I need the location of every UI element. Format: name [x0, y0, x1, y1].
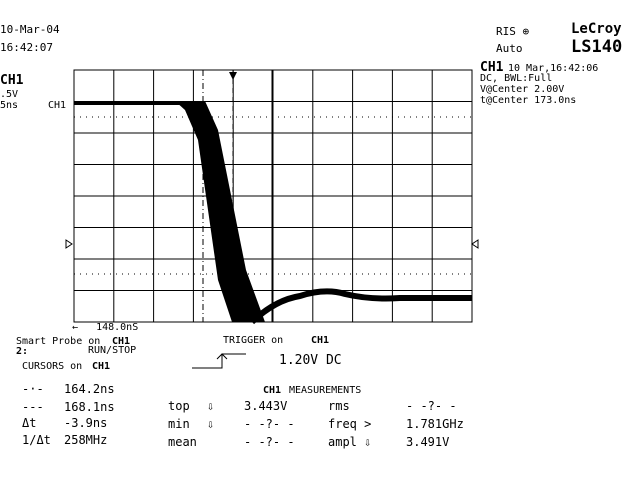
- trigger-delay: ← 148.0nS: [72, 322, 138, 333]
- cursor-value: 258MHz: [64, 433, 107, 447]
- measurement-value: 1.781GHz: [406, 417, 464, 431]
- cursors-text: CURSORS on: [22, 361, 82, 372]
- cursor-value: 164.2ns: [64, 382, 115, 396]
- trigger-text: TRIGGER on: [223, 335, 283, 346]
- measurement-flag: ⇩: [207, 417, 214, 431]
- probe-channel: CH1: [112, 336, 130, 347]
- measurement-value: - -?- -: [244, 417, 295, 431]
- cursor-symbol: -·-: [22, 382, 44, 396]
- cursor-symbol: Δt: [22, 416, 36, 430]
- info-v-center: V@Center 2.00V: [480, 84, 564, 95]
- cursor-symbol: ---: [22, 400, 44, 414]
- measurement-label: rms: [328, 399, 350, 413]
- ground-markers: [65, 239, 479, 249]
- measurement-value: - -?- -: [406, 399, 457, 413]
- cursors-channel: CH1: [92, 361, 110, 372]
- cursor-readouts: -·- 164.2ns --- 168.1ns Δt -3.9ns 1/Δt 258MHz: [22, 382, 115, 447]
- measurement-value: 3.443V: [244, 399, 287, 413]
- measurement-flag: ⇩: [207, 399, 214, 413]
- measurement-label: freq >: [328, 417, 371, 431]
- cursor-value: 168.1ns: [64, 400, 115, 414]
- trigger-level: 1.20V DC: [279, 353, 342, 368]
- info-channel: CH1: [480, 60, 504, 75]
- measurements-channel: CH1: [263, 385, 281, 396]
- model: LS140: [571, 37, 622, 57]
- waveform: [74, 101, 472, 325]
- date: 10-Mar-04: [0, 23, 60, 36]
- cursor-value: -3.9ns: [64, 416, 107, 430]
- info-t-center: t@Center 173.0ns: [480, 95, 576, 106]
- measurement-label: top: [168, 399, 190, 413]
- measurement-value: 3.491V: [406, 435, 449, 449]
- grid-subdivisions: [74, 116, 472, 275]
- time: 16:42:07: [0, 41, 53, 54]
- measurement-value: - -?- -: [244, 435, 295, 449]
- acq-mode: RIS ⊕: [496, 25, 529, 38]
- probe-text: Smart Probe on: [16, 336, 100, 347]
- measurements-title: MEASUREMENTS: [289, 385, 361, 396]
- channel-timebase: 5ns: [0, 100, 18, 111]
- trigger-mode: Auto: [496, 42, 523, 55]
- trigger-position-marker: [229, 72, 237, 80]
- measurement-label: ampl ⇩: [328, 435, 371, 449]
- measurement-label: min: [168, 417, 190, 431]
- grid: [73, 69, 473, 323]
- probe-button: 2:: [16, 346, 28, 357]
- probe-action: RUN/STOP: [88, 345, 136, 356]
- channel-name: CH1: [0, 73, 24, 88]
- cursor-symbol: 1/Δt: [22, 433, 51, 447]
- info-datetime: 10 Mar,16:42:06: [508, 63, 598, 74]
- measurement-label: mean: [168, 435, 197, 449]
- trigger-channel: CH1: [311, 335, 329, 346]
- info-coupling: DC, BWL:Full: [480, 73, 552, 84]
- measurements: top ⇩ 3.443V min ⇩ - -?- - mean - -?- - rms - -?-…: [168, 399, 464, 449]
- trigger-symbol: [192, 353, 246, 369]
- channel-scale: .5V: [0, 89, 18, 100]
- trace-marker: CH1: [48, 100, 66, 111]
- brand: LeCroy: [571, 21, 622, 37]
